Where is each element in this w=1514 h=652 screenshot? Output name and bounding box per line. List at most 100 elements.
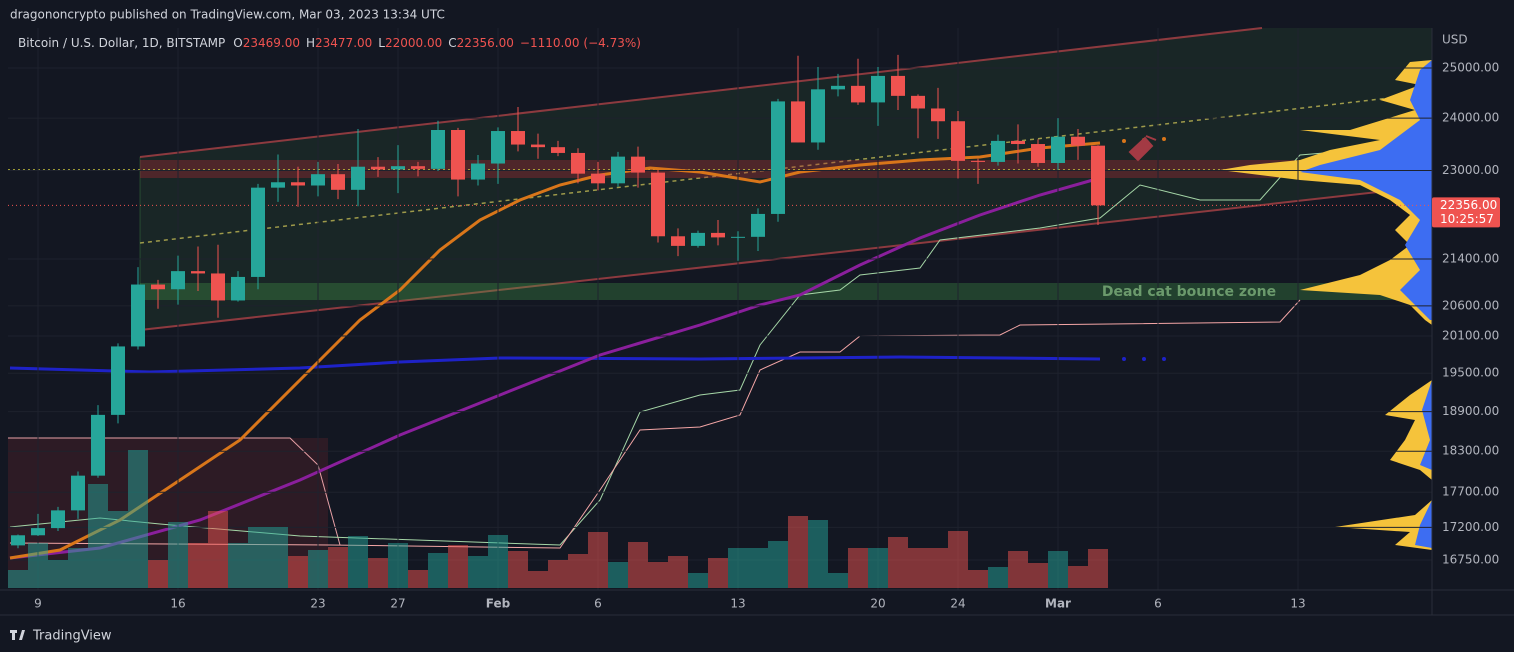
candle-body	[671, 236, 685, 246]
volume-bar	[648, 562, 668, 588]
logo-icon	[10, 630, 25, 640]
moving-average	[9, 176, 1101, 560]
candle-body	[191, 271, 205, 274]
y-tick-label: 16750.00	[1442, 552, 1499, 566]
logo-text: TradingView	[32, 629, 112, 644]
volume-bar	[988, 567, 1008, 588]
candle-body	[391, 166, 405, 170]
candle-body	[91, 414, 105, 476]
volume-bar	[28, 543, 48, 588]
candle-body	[1051, 136, 1065, 163]
volume-bar	[708, 558, 728, 588]
candle-body	[871, 75, 885, 103]
candle-body	[211, 273, 225, 301]
candle-body	[591, 173, 605, 184]
legend-value: 22356.00	[457, 36, 514, 50]
volume-bar	[688, 573, 708, 588]
volume-bar	[308, 550, 328, 588]
candle-body	[451, 129, 465, 180]
x-tick-label: 6	[1154, 597, 1162, 611]
volume-bar	[588, 532, 608, 588]
candle-body	[751, 213, 765, 237]
y-tick-label: 17200.00	[1442, 520, 1499, 534]
volume-bar	[1008, 551, 1028, 588]
volume-bar	[148, 560, 168, 588]
x-tick-label: Mar	[1045, 597, 1071, 611]
candle-body	[251, 187, 265, 277]
candle-body	[431, 129, 445, 169]
candle-body	[891, 75, 905, 96]
y-tick-label: 20100.00	[1442, 329, 1499, 343]
x-tick-label: 16	[170, 597, 185, 611]
volume-profile	[1300, 60, 1432, 320]
volume-bar	[868, 548, 888, 588]
volume-bar	[208, 511, 228, 588]
volume-bar	[388, 543, 408, 588]
y-tick-label: 18900.00	[1442, 404, 1499, 418]
volume-bar	[968, 570, 988, 588]
volume-bar	[468, 556, 488, 588]
candle-body	[31, 528, 45, 536]
candle-body	[731, 236, 745, 238]
legend-key: L	[378, 36, 385, 50]
x-tick-label: 24	[950, 597, 965, 611]
projection-dots	[1122, 357, 1166, 361]
candle-body	[351, 166, 365, 190]
volume-bar	[1068, 566, 1088, 588]
volume-bar	[608, 562, 628, 588]
moving-average	[9, 141, 1101, 560]
candle-body	[151, 284, 165, 290]
candle-body	[231, 276, 245, 301]
x-tick-label: Feb	[486, 597, 511, 611]
volume-bar	[88, 484, 108, 588]
grid	[8, 28, 1432, 590]
candle-body	[1011, 140, 1025, 145]
candle-body	[1071, 136, 1085, 146]
legend-value: 22000.00	[385, 36, 442, 50]
volume-bar	[568, 554, 588, 588]
logo: TradingView	[10, 629, 112, 644]
support-band	[140, 283, 1410, 300]
volume-profile	[1415, 380, 1432, 548]
volume-bar	[188, 543, 208, 588]
candle-body	[71, 475, 85, 511]
candle-body	[951, 121, 965, 161]
y-tick-label: 17700.00	[1442, 485, 1499, 499]
x-tick-label: 23	[310, 597, 325, 611]
y-tick-label: 24000.00	[1442, 111, 1499, 125]
volume-bar	[508, 551, 528, 588]
candle-body	[511, 131, 525, 145]
channel-line	[139, 27, 1263, 158]
candle-body	[831, 85, 845, 90]
volume-bar	[408, 570, 428, 588]
candle-body	[1091, 145, 1105, 206]
volume-bar	[548, 560, 568, 588]
volume-bar	[888, 537, 908, 588]
legend-key: H	[306, 36, 315, 50]
candle-body	[691, 232, 705, 246]
volume-bar	[528, 571, 548, 588]
y-tick-label: 19500.00	[1442, 366, 1499, 380]
volume-bar	[908, 548, 928, 588]
header: dragononcrypto published on TradingView.…	[10, 8, 445, 22]
legend-key: O	[233, 36, 242, 50]
volume-bar	[368, 558, 388, 588]
volume-bar	[728, 548, 748, 588]
candle-body	[811, 89, 825, 143]
volume-bar	[488, 535, 508, 588]
candle-body	[631, 156, 645, 173]
volume-bar	[248, 527, 268, 588]
legend-symbol: Bitcoin / U.S. Dollar, 1D, BITSTAMP	[18, 36, 225, 50]
candle-body	[771, 101, 785, 214]
candle-body	[271, 182, 285, 188]
indicator-line	[9, 299, 1301, 549]
last-price-label: 22356.00	[1440, 198, 1497, 212]
candle-body	[371, 166, 385, 170]
countdown: 10:25:57	[1440, 212, 1494, 226]
candle-body	[651, 172, 665, 237]
channel	[140, 28, 1432, 330]
x-tick-label: 9	[34, 597, 42, 611]
candle-body	[931, 108, 945, 122]
volume-bar	[808, 520, 828, 588]
